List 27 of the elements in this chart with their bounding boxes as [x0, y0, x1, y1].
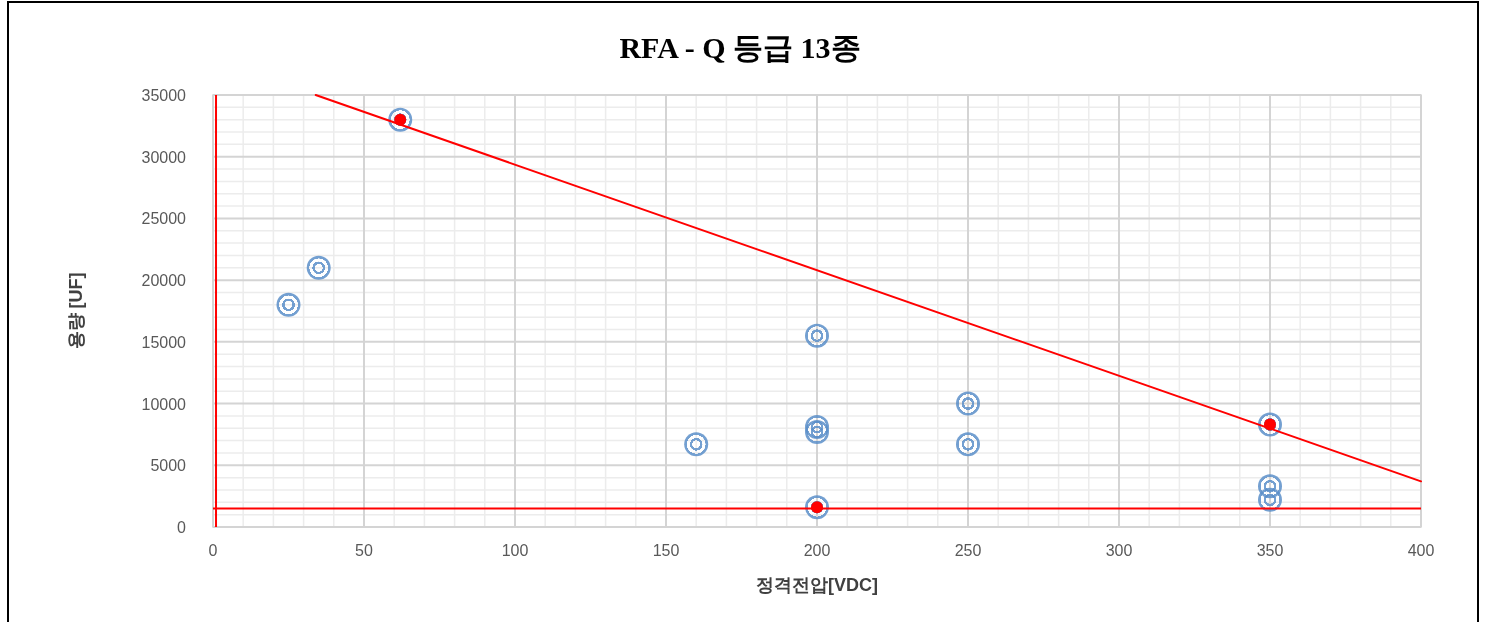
y-tick-label: 20000	[141, 272, 187, 290]
y-tick-label: 15000	[141, 333, 187, 351]
x-tick-label: 150	[652, 542, 680, 559]
x-tick-label: 400	[1407, 542, 1435, 559]
y-tick-label: 25000	[141, 210, 187, 228]
x-tick-label: 0	[208, 542, 218, 559]
x-axis-title: 정격전압[VDC]	[756, 575, 878, 595]
point	[956, 432, 980, 457]
point	[306, 255, 331, 280]
point	[276, 292, 301, 317]
point	[805, 323, 829, 348]
y-tick-label: 10000	[141, 395, 187, 413]
x-tick-label: 350	[1256, 542, 1284, 559]
chart-title: RFA - Q 등급 13종	[619, 31, 861, 64]
point	[684, 432, 709, 457]
x-tick-label: 250	[954, 542, 982, 559]
x-tick-label: 300	[1105, 542, 1133, 559]
y-tick-label: 0	[177, 519, 187, 536]
x-tick-label: 50	[355, 542, 373, 559]
x-tick-label: 200	[803, 542, 831, 559]
y-axis-title: 용량 [UF]	[66, 272, 86, 350]
y-tick-label: 35000	[141, 87, 187, 104]
x-tick-label: 100	[501, 542, 529, 559]
y-tick-label: 5000	[150, 457, 187, 475]
point	[956, 391, 980, 416]
y-tick-label: 30000	[141, 148, 187, 166]
point	[1258, 487, 1282, 512]
